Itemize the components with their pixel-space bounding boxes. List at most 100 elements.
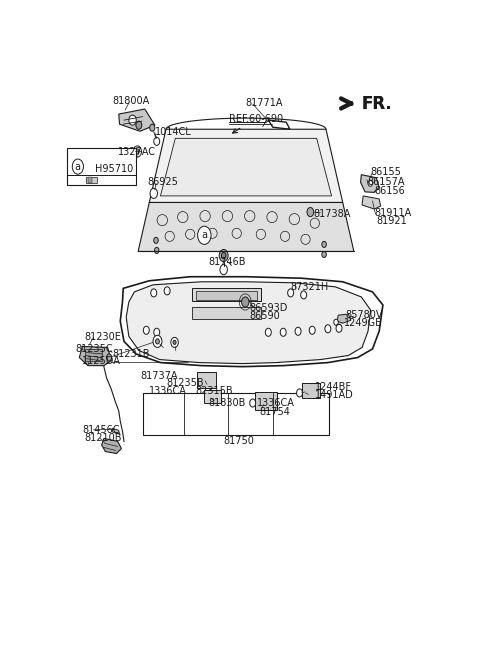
Text: 1125DA: 1125DA bbox=[82, 356, 120, 365]
Circle shape bbox=[334, 319, 338, 325]
Text: 81456C: 81456C bbox=[83, 425, 120, 435]
Circle shape bbox=[309, 326, 315, 335]
Circle shape bbox=[150, 188, 157, 198]
Circle shape bbox=[219, 249, 228, 262]
Polygon shape bbox=[149, 129, 343, 203]
Text: 81911A: 81911A bbox=[374, 207, 411, 218]
Circle shape bbox=[154, 328, 160, 337]
Circle shape bbox=[307, 207, 314, 216]
Polygon shape bbox=[126, 282, 371, 363]
Text: 81737A: 81737A bbox=[140, 371, 178, 380]
Text: 86157A: 86157A bbox=[367, 177, 404, 187]
Text: 81771A: 81771A bbox=[245, 98, 283, 108]
Circle shape bbox=[368, 180, 372, 186]
Bar bbox=[86, 177, 97, 183]
Text: 81800A: 81800A bbox=[112, 96, 149, 106]
Text: 81754: 81754 bbox=[259, 407, 290, 417]
Text: 81235C: 81235C bbox=[75, 344, 112, 354]
Text: 85780V: 85780V bbox=[346, 310, 383, 320]
Text: 86590: 86590 bbox=[250, 311, 280, 321]
Circle shape bbox=[154, 137, 160, 146]
Text: 81746B: 81746B bbox=[209, 256, 246, 266]
Bar bbox=[67, 148, 136, 185]
Text: 82315B: 82315B bbox=[196, 386, 233, 396]
Circle shape bbox=[265, 328, 271, 337]
Polygon shape bbox=[362, 196, 381, 209]
Circle shape bbox=[156, 339, 159, 344]
Circle shape bbox=[241, 297, 249, 307]
Circle shape bbox=[297, 389, 302, 397]
Circle shape bbox=[72, 159, 84, 174]
Text: 1327AC: 1327AC bbox=[118, 147, 156, 157]
Circle shape bbox=[250, 399, 256, 407]
Bar bbox=[192, 289, 261, 301]
Circle shape bbox=[155, 247, 159, 253]
Circle shape bbox=[198, 226, 211, 245]
Circle shape bbox=[322, 241, 326, 247]
Polygon shape bbox=[119, 109, 155, 131]
Text: 86155: 86155 bbox=[371, 167, 401, 177]
Text: 1244BF: 1244BF bbox=[315, 382, 352, 392]
Circle shape bbox=[300, 291, 307, 299]
Text: 81750: 81750 bbox=[224, 436, 254, 446]
Circle shape bbox=[154, 237, 158, 243]
Polygon shape bbox=[102, 438, 121, 453]
Bar bbox=[302, 383, 320, 398]
Circle shape bbox=[144, 326, 149, 335]
Text: FR.: FR. bbox=[361, 95, 392, 113]
Bar bbox=[88, 177, 92, 183]
Circle shape bbox=[153, 335, 162, 348]
Text: 1491AD: 1491AD bbox=[315, 390, 354, 400]
Text: 81231B: 81231B bbox=[112, 349, 150, 359]
Circle shape bbox=[136, 121, 142, 129]
Bar bbox=[197, 372, 216, 388]
Circle shape bbox=[107, 354, 112, 361]
Text: 1014CL: 1014CL bbox=[155, 127, 192, 136]
Bar bbox=[196, 291, 257, 300]
Polygon shape bbox=[79, 346, 111, 365]
Circle shape bbox=[221, 253, 226, 258]
Text: 81738A: 81738A bbox=[314, 209, 351, 219]
Text: a: a bbox=[201, 230, 207, 240]
Text: 1336CA: 1336CA bbox=[149, 386, 187, 396]
Bar bbox=[204, 390, 221, 403]
Circle shape bbox=[336, 324, 342, 333]
Text: 81230E: 81230E bbox=[84, 333, 121, 342]
Circle shape bbox=[173, 340, 176, 344]
Circle shape bbox=[325, 325, 331, 333]
Circle shape bbox=[150, 124, 155, 131]
Polygon shape bbox=[337, 314, 351, 323]
Circle shape bbox=[288, 289, 294, 297]
Text: 81921: 81921 bbox=[376, 216, 407, 226]
Polygon shape bbox=[160, 138, 332, 196]
Circle shape bbox=[129, 115, 136, 125]
Text: 87321H: 87321H bbox=[290, 282, 329, 292]
Bar bbox=[85, 350, 102, 361]
Bar bbox=[143, 394, 329, 435]
Circle shape bbox=[151, 289, 156, 297]
Text: REF.60-690: REF.60-690 bbox=[229, 114, 283, 124]
Circle shape bbox=[171, 337, 178, 348]
Polygon shape bbox=[138, 203, 354, 251]
Text: 81210B: 81210B bbox=[84, 434, 122, 443]
Text: H95710: H95710 bbox=[96, 163, 133, 174]
Text: 86925: 86925 bbox=[147, 177, 178, 187]
Text: 86593D: 86593D bbox=[250, 303, 288, 313]
Bar bbox=[255, 392, 277, 409]
Circle shape bbox=[295, 327, 301, 335]
Text: 86156: 86156 bbox=[374, 186, 405, 196]
Polygon shape bbox=[112, 428, 120, 434]
Text: 81830B: 81830B bbox=[209, 398, 246, 408]
Text: 1249GE: 1249GE bbox=[344, 318, 382, 328]
Circle shape bbox=[135, 149, 139, 154]
Bar bbox=[192, 306, 261, 319]
Circle shape bbox=[322, 251, 326, 258]
Circle shape bbox=[220, 264, 228, 275]
Circle shape bbox=[133, 146, 142, 157]
Polygon shape bbox=[360, 174, 379, 192]
Text: FR.: FR. bbox=[361, 95, 392, 113]
Text: 81235B: 81235B bbox=[166, 378, 204, 388]
Circle shape bbox=[280, 328, 286, 337]
Circle shape bbox=[164, 287, 170, 295]
Text: a: a bbox=[75, 161, 81, 172]
